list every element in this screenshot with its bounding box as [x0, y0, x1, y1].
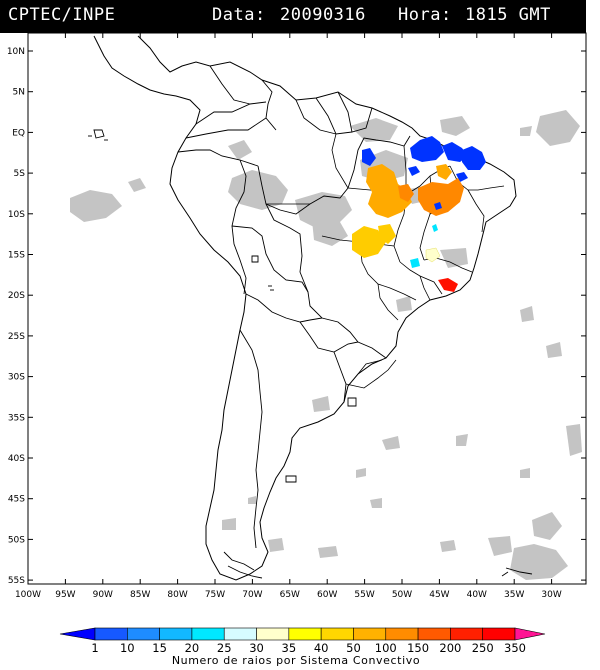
- state-borders: [266, 133, 505, 389]
- lon-label: 75W: [205, 590, 225, 600]
- colorbar-label: 20: [185, 641, 200, 655]
- lat-label: 55S: [8, 576, 25, 586]
- lon-label: 95W: [55, 590, 75, 600]
- colorbar-swatch: [450, 627, 483, 641]
- lon-label: 80W: [167, 590, 187, 600]
- hour-label: Hora:: [398, 5, 452, 25]
- lat-label: 5N: [13, 88, 25, 98]
- lat-label: 20S: [8, 291, 25, 301]
- map-background: [28, 33, 586, 584]
- lat-label: 10S: [8, 210, 25, 220]
- lon-label: 35W: [504, 590, 524, 600]
- islands: [88, 129, 533, 579]
- lat-label: 10N: [7, 47, 25, 57]
- colorbar-label: 35: [282, 641, 297, 655]
- lon-label: 65W: [280, 590, 300, 600]
- cluster-goias-pale: [425, 247, 441, 263]
- colorbar-swatch: [417, 627, 451, 641]
- colorbar-label: 15: [152, 641, 167, 655]
- colorbar-label: 10: [120, 641, 135, 655]
- cluster-para-east: [410, 136, 444, 162]
- lat-label: 45S: [8, 495, 25, 505]
- cluster-mato-grosso-east: [378, 224, 396, 244]
- colorbar-left-arrow: [59, 627, 96, 641]
- cluster-tocantins-north: [436, 164, 452, 180]
- map-frame: [27, 32, 587, 585]
- lon-label: 60W: [317, 590, 337, 600]
- colorbar-swatch: [256, 627, 290, 641]
- latitude-ticks: 10N 5N EQ 5S 10S 15S 20S 25S 30S 35S 40S 45S 50S 55S: [7, 47, 586, 586]
- lon-label: 85W: [130, 590, 150, 600]
- colorbar-swatch: [482, 627, 516, 641]
- lat-label: 5S: [14, 169, 26, 179]
- lon-label: 30W: [541, 590, 561, 600]
- hour-value: 1815 GMT: [465, 5, 551, 25]
- colorbar-right-arrow: [514, 627, 546, 641]
- lon-label: 40W: [467, 590, 487, 600]
- lon-label: 55W: [354, 590, 374, 600]
- date-value: 20090316: [280, 5, 366, 25]
- colorbar-label: 250: [472, 641, 494, 655]
- cluster-goias-small: [432, 224, 438, 232]
- continent-outline: [93, 35, 517, 581]
- colorbar-swatch: [385, 627, 419, 641]
- colorbar-swatch: [94, 627, 128, 641]
- lat-label: 40S: [8, 454, 25, 464]
- cluster-para-south: [366, 164, 412, 218]
- date-label: Data:: [212, 5, 266, 25]
- cluster-bahia-small: [434, 202, 442, 210]
- cluster-para-center-small: [408, 166, 420, 176]
- country-borders: [177, 65, 411, 549]
- lat-label: 35S: [8, 413, 25, 423]
- cluster-para-central: [362, 148, 376, 166]
- colorbar-swatch: [159, 627, 193, 641]
- colorbar-swatch: [127, 627, 160, 641]
- colorbar-label: 25: [217, 641, 232, 655]
- colorbar-label: 350: [504, 641, 526, 655]
- cluster-minas-gerais: [438, 278, 458, 292]
- lat-label: 25S: [8, 332, 25, 342]
- colorbar-swatch: [320, 627, 354, 641]
- cluster-piaui: [456, 172, 468, 182]
- colorbar-label: 30: [249, 641, 264, 655]
- lon-label: 50W: [392, 590, 412, 600]
- lon-label: 100W: [15, 590, 41, 600]
- source-label: CPTEC/INPE: [8, 5, 116, 25]
- header-bar: CPTEC/INPE Data: 20090316 Hora: 1815 GMT: [0, 0, 586, 33]
- longitude-ticks: 100W 95W 90W 85W 80W 75W 70W 65W 60W 55W 50W 45W 40W…: [15, 33, 562, 600]
- colorbar-label: 50: [346, 641, 361, 655]
- colorbar-label: 150: [407, 641, 429, 655]
- cluster-ceara: [462, 146, 486, 170]
- cluster-tocantins-bahia: [418, 178, 464, 216]
- colorbar: 1 10 15 20 25 30 35 40 50 100 150 200 250 350: [59, 627, 546, 655]
- colorbar-swatch: [223, 627, 257, 641]
- lat-label: 50S: [8, 535, 25, 545]
- colorbar-swatch: [191, 627, 225, 641]
- cluster-goias-cyan: [410, 258, 420, 268]
- colorbar-title: Numero de raios por Sistema Convectivo: [172, 654, 420, 667]
- colorbar-swatch: [288, 627, 322, 641]
- cluster-mato-grosso: [352, 226, 386, 258]
- colorbar-label: 200: [439, 641, 461, 655]
- colorbar-label: 100: [375, 641, 397, 655]
- colorbar-label: 1: [91, 641, 98, 655]
- lon-label: 70W: [242, 590, 262, 600]
- lat-label: 15S: [8, 251, 25, 261]
- lightning-clusters: [352, 136, 486, 292]
- cluster-maranhao-north: [442, 142, 468, 162]
- lat-label: 30S: [8, 373, 25, 383]
- colorbar-swatch: [353, 627, 387, 641]
- lon-label: 45W: [429, 590, 449, 600]
- lon-label: 90W: [93, 590, 113, 600]
- colorbar-label: 40: [314, 641, 329, 655]
- cluster-para-south-red: [398, 184, 414, 202]
- lat-label: EQ: [12, 128, 25, 138]
